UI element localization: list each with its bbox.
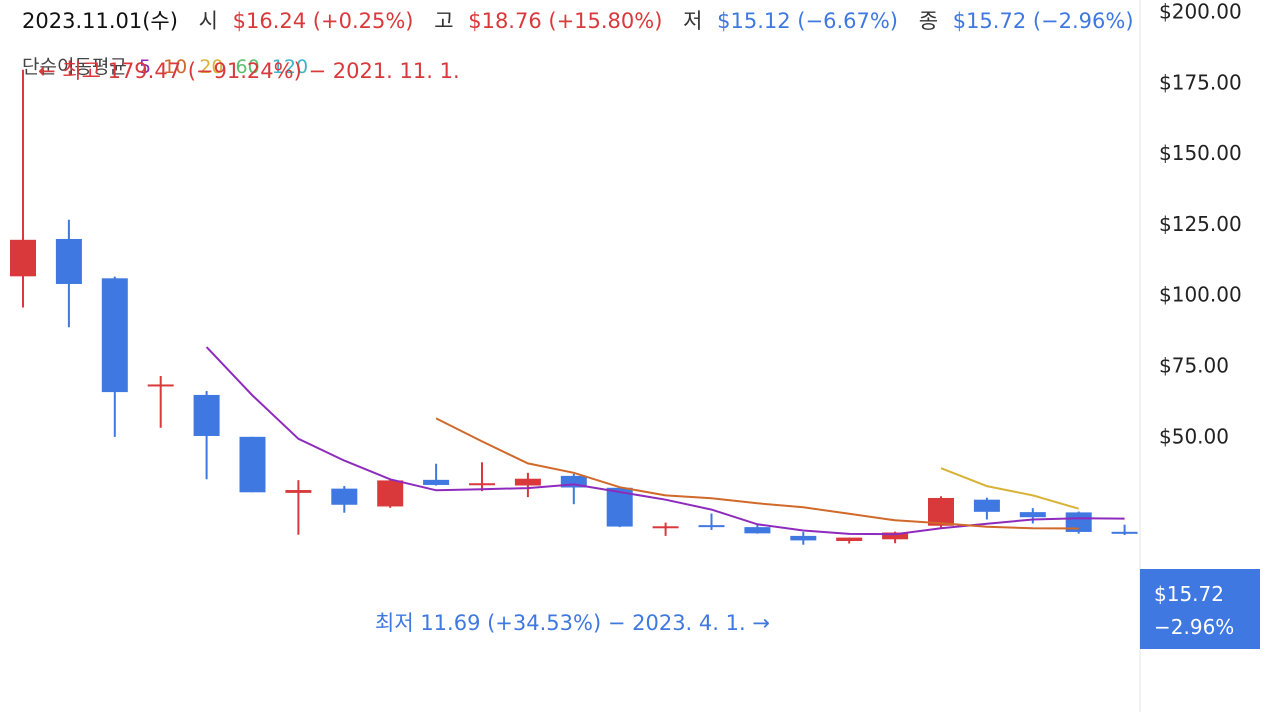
candle-body — [973, 499, 1000, 512]
header-date: 2023.11.01(수) — [22, 9, 178, 33]
candle — [239, 436, 266, 493]
y-tick-label: $100.00 — [1159, 283, 1242, 307]
ma-legend-title: 단순이동평균 — [22, 56, 127, 78]
candle — [514, 472, 541, 498]
candle-body — [10, 239, 36, 277]
high-label: 고 — [434, 9, 453, 33]
candle-body — [377, 480, 404, 507]
candle-body — [928, 497, 954, 526]
candle-body — [560, 475, 587, 488]
low-label: 저 — [683, 9, 702, 33]
moving-average-lines — [205, 346, 1125, 536]
high-value: $18.76 (+15.80%) — [468, 9, 662, 33]
candle-body — [744, 527, 771, 534]
candle — [698, 513, 725, 530]
all-time-high-note: ← 최고 179.47 (−91.24%) − 2021. 11. 1. — [38, 59, 460, 83]
candle — [377, 479, 404, 508]
candle-body — [469, 483, 495, 486]
candle-body — [147, 384, 174, 387]
ma-legend-5: 5 — [139, 56, 151, 78]
candle-body — [285, 490, 312, 493]
ma-line-20 — [940, 467, 1079, 510]
candle-body — [1111, 531, 1138, 534]
candle-body — [652, 526, 679, 529]
ma-legend-20: 20 — [199, 56, 223, 78]
candle — [423, 463, 450, 486]
candle-body — [1019, 512, 1046, 518]
candle — [331, 486, 358, 513]
current-price: $15.72 — [1154, 582, 1224, 606]
close-value: $15.72 (−2.96%) — [953, 9, 1134, 33]
y-tick-label: $150.00 — [1159, 141, 1242, 165]
candle — [147, 375, 174, 428]
candle-body — [101, 278, 128, 393]
y-tick-label: $200.00 — [1159, 0, 1242, 24]
all-time-low-note: 최저 11.69 (+34.53%) − 2023. 4. 1. → — [375, 611, 770, 635]
candle-body — [836, 537, 863, 541]
candle — [836, 537, 863, 544]
open-value: $16.24 (+0.25%) — [233, 9, 414, 33]
candle-body — [882, 532, 909, 540]
ma-legend: 단순이동평균 5 10 20 60 120 — [22, 56, 308, 78]
candle-body — [423, 479, 450, 485]
price-axis: $50.00 $75.00 $100.00 $125.00 $150.00 $175.00… — [1159, 0, 1242, 448]
candle — [55, 219, 82, 328]
y-tick-label: $175.00 — [1159, 70, 1242, 94]
candle — [469, 462, 495, 492]
candle — [101, 276, 128, 437]
candle-body — [514, 478, 541, 486]
ma-legend-60: 60 — [236, 56, 260, 78]
candle — [973, 497, 1000, 520]
candle — [193, 390, 220, 480]
candle — [560, 473, 587, 505]
y-tick-label: $50.00 — [1159, 424, 1229, 448]
candle — [10, 69, 36, 308]
candle-body — [698, 525, 725, 528]
candle — [928, 496, 954, 529]
ma-legend-120: 120 — [272, 56, 308, 78]
candle-body — [239, 436, 266, 493]
candle — [1111, 524, 1138, 535]
candle — [790, 531, 817, 545]
candle-body — [1065, 512, 1092, 532]
y-tick-label: $125.00 — [1159, 212, 1242, 236]
current-change: −2.96% — [1154, 615, 1234, 639]
candle-body — [193, 394, 220, 436]
close-label: 종 — [919, 9, 938, 33]
candle — [1065, 511, 1092, 534]
ohlc-header: 2023.11.01(수) 시 $16.24 (+0.25%) 고 $18.76… — [22, 9, 1134, 33]
low-value: $15.12 (−6.67%) — [717, 9, 898, 33]
ma-legend-10: 10 — [163, 56, 187, 78]
candle-body — [55, 238, 82, 284]
candle — [744, 524, 771, 534]
candle-body — [331, 488, 358, 505]
candle — [285, 480, 312, 535]
y-tick-label: $75.00 — [1159, 353, 1229, 377]
current-price-badge — [1140, 569, 1260, 649]
candle — [1019, 508, 1046, 524]
open-label: 시 — [199, 9, 218, 33]
candle — [652, 522, 679, 536]
ma-line-10 — [435, 417, 1079, 530]
candle-body — [790, 535, 817, 541]
